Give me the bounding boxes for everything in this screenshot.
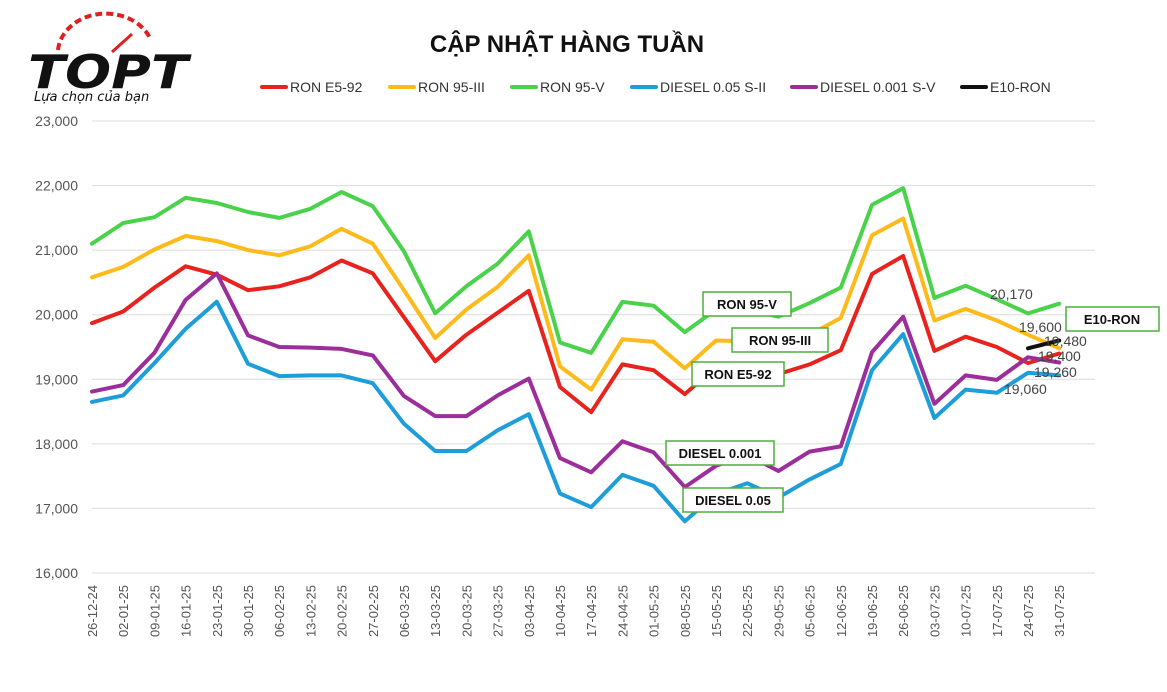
annotation-rone592: RON E5-92 [691, 361, 785, 387]
annotation-diesel0001: DIESEL 0.001 [665, 440, 775, 466]
series-line-diesel-0-001-s-v [90, 271, 1062, 490]
x-tick-label: 24-07-25 [1021, 585, 1036, 637]
legend-label-diesel-0-05-s-ii: DIESEL 0.05 S-II [660, 79, 766, 95]
annotation-ron95iii: RON 95-III [731, 327, 829, 353]
y-tick-label: 20,000 [35, 307, 78, 323]
x-tick-label: 13-02-25 [303, 585, 318, 637]
speedometer-icon [56, 11, 152, 54]
x-tick-label: 26-12-24 [85, 585, 100, 637]
logo-tagline: Lựa chọn của bạn [34, 90, 149, 105]
end-label-ron95iii: 19,480 [1044, 333, 1087, 349]
x-tick-label: 03-04-25 [522, 585, 537, 637]
x-tick-label: 29-05-25 [771, 585, 786, 637]
logo-brand: TOPT [28, 45, 192, 99]
x-tick-label: 03-07-25 [927, 585, 942, 637]
annotation-e10ron: E10-RON [1065, 306, 1160, 332]
x-tick-label: 13-03-25 [428, 585, 443, 637]
svg-text:RON 95-V: RON 95-V [717, 297, 777, 312]
legend-label-ron-e5-92: RON E5-92 [290, 79, 363, 95]
end-label-rone592: 19,400 [1038, 348, 1081, 364]
x-tick-label: 10-04-25 [553, 585, 568, 637]
x-tick-label: 02-01-25 [116, 585, 131, 637]
legend-label-ron-95-iii: RON 95-III [418, 79, 485, 95]
x-tick-label: 31-07-25 [1052, 585, 1067, 637]
x-tick-label: 27-03-25 [491, 585, 506, 637]
y-tick-label: 18,000 [35, 436, 78, 452]
x-axis: 26-12-24 02-01-25 09-01-25 16-01-25 23-01-25… [85, 585, 1067, 637]
x-tick-label: 01-05-25 [647, 585, 662, 637]
x-tick-label: 23-01-25 [210, 585, 225, 637]
gridlines [92, 120, 1095, 574]
y-tick-label: 19,000 [35, 371, 78, 387]
logo: TOPT Lựa chọn của bạn [28, 11, 192, 105]
x-tick-label: 20-02-25 [335, 585, 350, 637]
annotation-diesel005: DIESEL 0.05 [682, 487, 784, 513]
x-tick-label: 24-04-25 [615, 585, 630, 637]
y-tick-label: 17,000 [35, 500, 78, 516]
x-tick-label: 20-03-25 [459, 585, 474, 637]
x-tick-label: 17-04-25 [584, 585, 599, 637]
x-tick-label: 30-01-25 [241, 585, 256, 637]
svg-text:DIESEL 0.05: DIESEL 0.05 [695, 493, 771, 508]
x-tick-label: 16-01-25 [179, 585, 194, 637]
x-tick-label: 09-01-25 [147, 585, 162, 637]
series-line-ron-95-iii [90, 216, 1062, 392]
x-tick-label: 19-06-25 [865, 585, 880, 637]
y-tick-label: 21,000 [35, 242, 78, 258]
end-label-e10ron: 19,600 [1019, 319, 1062, 335]
y-tick-label: 23,000 [35, 113, 78, 129]
x-tick-label: 17-07-25 [990, 585, 1005, 637]
series-line-ron-e5-92 [90, 254, 1062, 415]
x-tick-label: 05-06-25 [803, 585, 818, 637]
legend-label-e10-ron: E10-RON [990, 79, 1051, 95]
x-tick-label: 10-07-25 [959, 585, 974, 637]
svg-text:RON E5-92: RON E5-92 [704, 367, 771, 382]
svg-text:DIESEL 0.001: DIESEL 0.001 [679, 446, 762, 461]
legend-label-ron-95-v: RON 95-V [540, 79, 605, 95]
series-line-e10-ron [1026, 338, 1062, 351]
end-label-ron95v: 20,170 [990, 286, 1033, 302]
end-value-labels: 20,170 19,600 19,480 19,400 19,260 19,06… [990, 286, 1087, 397]
legend-label-diesel-0-001-s-v: DIESEL 0.001 S-V [820, 79, 936, 95]
y-tick-label: 16,000 [35, 565, 78, 581]
x-tick-label: 12-06-25 [834, 585, 849, 637]
series-lines [90, 186, 1062, 524]
x-tick-label: 06-03-25 [397, 585, 412, 637]
series-line-diesel-0-05-s-ii [90, 299, 1062, 524]
end-label-diesel0001: 19,260 [1034, 364, 1077, 380]
series-annotations: RON 95-V RON 95-III RON E5-92 DIESEL 0.0… [665, 291, 1160, 513]
x-tick-label: 26-06-25 [896, 585, 911, 637]
x-tick-label: 06-02-25 [272, 585, 287, 637]
legend: RON E5-92 RON 95-III RON 95-V DIESEL 0.05 S… [260, 79, 1051, 95]
x-tick-label: 22-05-25 [740, 585, 755, 637]
y-axis: 16,000 17,000 18,000 19,000 20,000 21,000 22,0… [35, 113, 78, 581]
y-tick-label: 22,000 [35, 178, 78, 194]
x-tick-label: 15-05-25 [709, 585, 724, 637]
x-tick-label: 08-05-25 [678, 585, 693, 637]
chart-title: CẬP NHẬT HÀNG TUẦN [430, 30, 704, 58]
svg-text:RON 95-III: RON 95-III [749, 333, 811, 348]
series-line-ron-95-v [90, 186, 1062, 355]
end-label-diesel005: 19,060 [1004, 381, 1047, 397]
x-tick-label: 27-02-25 [366, 585, 381, 637]
annotation-ron95v: RON 95-V [702, 291, 792, 317]
svg-text:E10-RON: E10-RON [1084, 312, 1140, 327]
